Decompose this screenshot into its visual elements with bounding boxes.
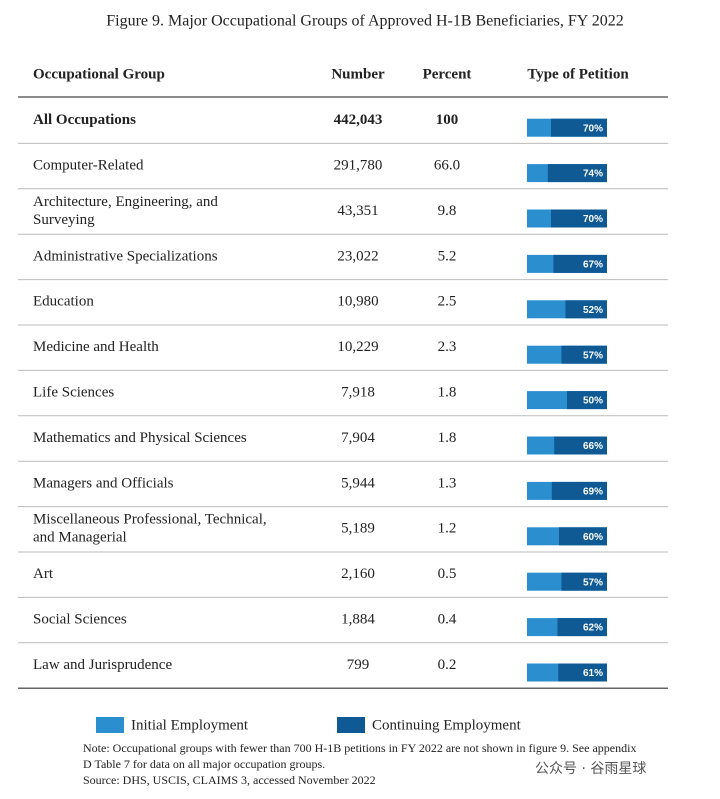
bar-label: 66% [583,441,603,452]
number-cell: 7,918 [341,385,375,401]
percent-cell: 1.8 [438,430,457,446]
number-cell: 10,980 [337,294,378,310]
percent-cell: 5.2 [438,248,457,264]
legend-label: Initial Employment [131,717,249,733]
number-cell: 10,229 [337,339,378,355]
figure-title: Figure 9. Major Occupational Groups of A… [106,13,624,30]
continuing-bar [553,254,607,273]
continuing-bar [559,527,607,546]
bar-label: 74% [583,169,603,180]
bar-label: 61% [583,668,603,679]
group-name: Law and Jurisprudence [33,657,172,673]
group-name: and Managerial [33,530,127,546]
number-cell: 291,780 [334,158,383,174]
number-cell: 442,043 [334,112,383,128]
bar-label: 70% [583,123,603,134]
number-cell: 5,944 [341,475,375,491]
bar-label: 67% [583,260,603,271]
percent-cell: 100 [436,112,459,128]
group-name: Social Sciences [33,612,127,628]
group-name: Art [33,566,54,582]
group-name: Managers and Officials [33,475,174,491]
bar-label: 50% [583,396,603,407]
number-cell: 7,904 [341,430,375,446]
group-name: Surveying [33,212,95,228]
continuing-bar [547,164,607,183]
header-cell: Occupational Group [33,66,165,82]
percent-cell: 2.3 [438,339,457,355]
percent-cell: 0.5 [438,566,457,582]
group-name: All Occupations [33,112,136,128]
bar-label: 57% [583,577,603,588]
continuing-bar [551,481,607,500]
percent-cell: 0.2 [438,657,457,673]
continuing-bar [561,345,607,364]
number-cell: 5,189 [341,521,375,537]
header-cell: Number [331,66,385,82]
number-cell: 43,351 [337,203,378,219]
continuing-bar [551,209,607,228]
percent-cell: 0.4 [438,612,457,628]
percent-cell: 2.5 [438,294,457,310]
note: D Table 7 for data on all major occupati… [83,757,325,771]
bar-label: 62% [583,623,603,634]
percent-cell: 1.3 [438,475,457,491]
bar-label: 70% [583,214,603,225]
continuing-bar [557,618,607,637]
note: Note: Occupational groups with fewer tha… [83,741,636,755]
group-name: Computer-Related [33,158,144,174]
number-cell: 23,022 [337,248,378,264]
continuing-bar [558,663,607,682]
bar-label: 57% [583,350,603,361]
legend-label: Continuing Employment [372,717,522,733]
continuing-bar [554,436,607,455]
legend-swatch [96,717,124,733]
legend-swatch [337,717,365,733]
number-cell: 1,884 [341,612,375,628]
source: Source: DHS, USCIS, CLAIMS 3, accessed N… [83,773,376,787]
watermark: 公众号 · 谷雨星球 [535,761,646,777]
group-name: Life Sciences [33,385,114,401]
percent-cell: 1.2 [438,521,457,537]
continuing-bar [551,118,607,137]
group-name: Architecture, Engineering, and [33,194,218,210]
continuing-bar [567,391,607,410]
group-name: Administrative Specializations [33,248,218,264]
number-cell: 2,160 [341,566,375,582]
bar-label: 69% [583,487,603,498]
header-cell: Type of Petition [527,66,629,82]
header-cell: Percent [423,66,472,82]
percent-cell: 9.8 [438,203,457,219]
group-name: Miscellaneous Professional, Technical, [33,512,267,528]
continuing-bar [565,300,607,319]
percent-cell: 1.8 [438,385,457,401]
group-name: Mathematics and Physical Sciences [33,430,247,446]
bar-label: 60% [583,532,603,543]
number-cell: 799 [347,657,370,673]
continuing-bar [561,572,607,591]
percent-cell: 66.0 [434,158,460,174]
bar-label: 52% [583,305,603,316]
group-name: Medicine and Health [33,339,159,355]
group-name: Education [33,294,94,310]
